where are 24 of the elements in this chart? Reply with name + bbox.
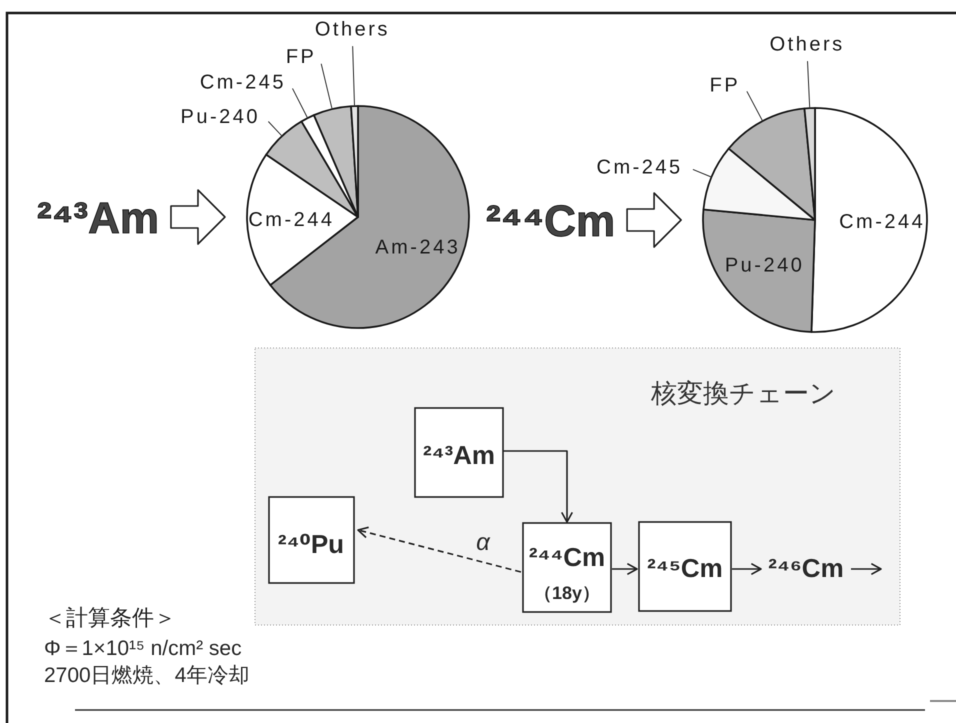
slice-label: Others	[770, 33, 845, 56]
slice-label: FP	[286, 46, 316, 68]
slice-label: Pu-240	[180, 106, 260, 128]
text: ＜計算条件＞	[44, 605, 176, 630]
slice-label: Am-243	[375, 236, 460, 258]
text: ²⁴⁴Cm	[528, 542, 606, 572]
text: ²⁴⁴Cm	[486, 197, 616, 246]
slice-label: FP	[710, 74, 740, 96]
slice-label: Cm-245	[596, 156, 683, 178]
slice-label: Pu-240	[724, 254, 804, 276]
text: ²⁴³Am	[37, 194, 159, 243]
text: α	[476, 529, 492, 556]
text: ²⁴⁶Cm	[768, 553, 844, 583]
slice-label: Cm-244	[248, 209, 335, 232]
slice-label: Cm-244	[839, 211, 926, 234]
text: ²⁴⁵Cm	[647, 553, 723, 583]
text: 2700日燃焼、4年冷却	[44, 664, 250, 687]
slice-label: Others	[314, 18, 390, 40]
slice-label: Cm-245	[200, 72, 286, 94]
text: （18y）	[534, 583, 600, 603]
text: Φ＝1×10¹⁵ n/cm² sec	[44, 637, 242, 660]
text: ²⁴⁰Pu	[278, 529, 344, 559]
text: 核変換チェーン	[650, 378, 836, 408]
text: ²⁴³Am	[422, 440, 496, 470]
